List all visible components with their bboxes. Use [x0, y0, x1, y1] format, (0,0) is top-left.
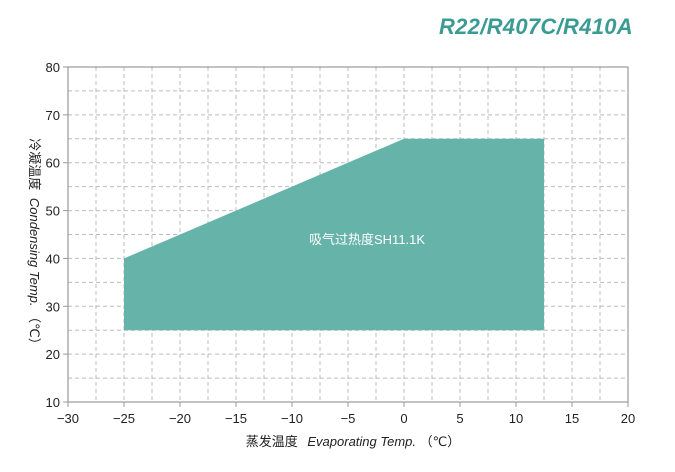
y-tick-label: 20: [46, 347, 60, 362]
x-tick-label: −30: [57, 411, 79, 426]
x-tick-label: −5: [341, 411, 356, 426]
x-tick-label: −20: [169, 411, 191, 426]
x-tick-label: 20: [621, 411, 635, 426]
y-axis-ticks: 10 20 30 40 50 60 70 80: [46, 60, 68, 410]
y-axis-title: 冷凝温度 Condensing Temp. （℃）: [27, 138, 42, 351]
x-axis-title-unit: （℃）: [420, 434, 461, 449]
superheat-label: 吸气过热度SH11.1K: [309, 232, 425, 247]
y-tick-label: 50: [46, 204, 60, 219]
y-axis-title-en: Condensing Temp.: [27, 198, 42, 307]
y-tick-label: 70: [46, 108, 60, 123]
y-tick-label: 40: [46, 251, 60, 266]
x-tick-label: −15: [225, 411, 247, 426]
y-tick-label: 10: [46, 395, 60, 410]
x-axis-title-en: Evaporating Temp.: [307, 434, 416, 449]
x-tick-label: 5: [456, 411, 463, 426]
y-tick-label: 80: [46, 60, 60, 75]
y-tick-label: 60: [46, 156, 60, 171]
x-tick-label: −10: [281, 411, 303, 426]
x-axis-title: 蒸发温度 Evaporating Temp. （℃）: [246, 434, 461, 449]
operating-envelope-region: [124, 138, 544, 331]
refrigerant-title: R22/R407C/R410A: [438, 14, 633, 39]
x-tick-label: 0: [400, 411, 407, 426]
x-tick-label: −25: [113, 411, 135, 426]
x-tick-label: 15: [565, 411, 579, 426]
y-axis-title-cn: 冷凝温度: [27, 138, 42, 190]
x-axis-title-cn: 蒸发温度: [246, 434, 298, 449]
y-tick-label: 30: [46, 299, 60, 314]
x-axis-ticks: −30 −25 −20 −15 −10 −5 0 5 10 15 20: [57, 402, 635, 426]
y-axis-title-unit: （℃）: [27, 310, 42, 351]
x-tick-label: 10: [509, 411, 523, 426]
